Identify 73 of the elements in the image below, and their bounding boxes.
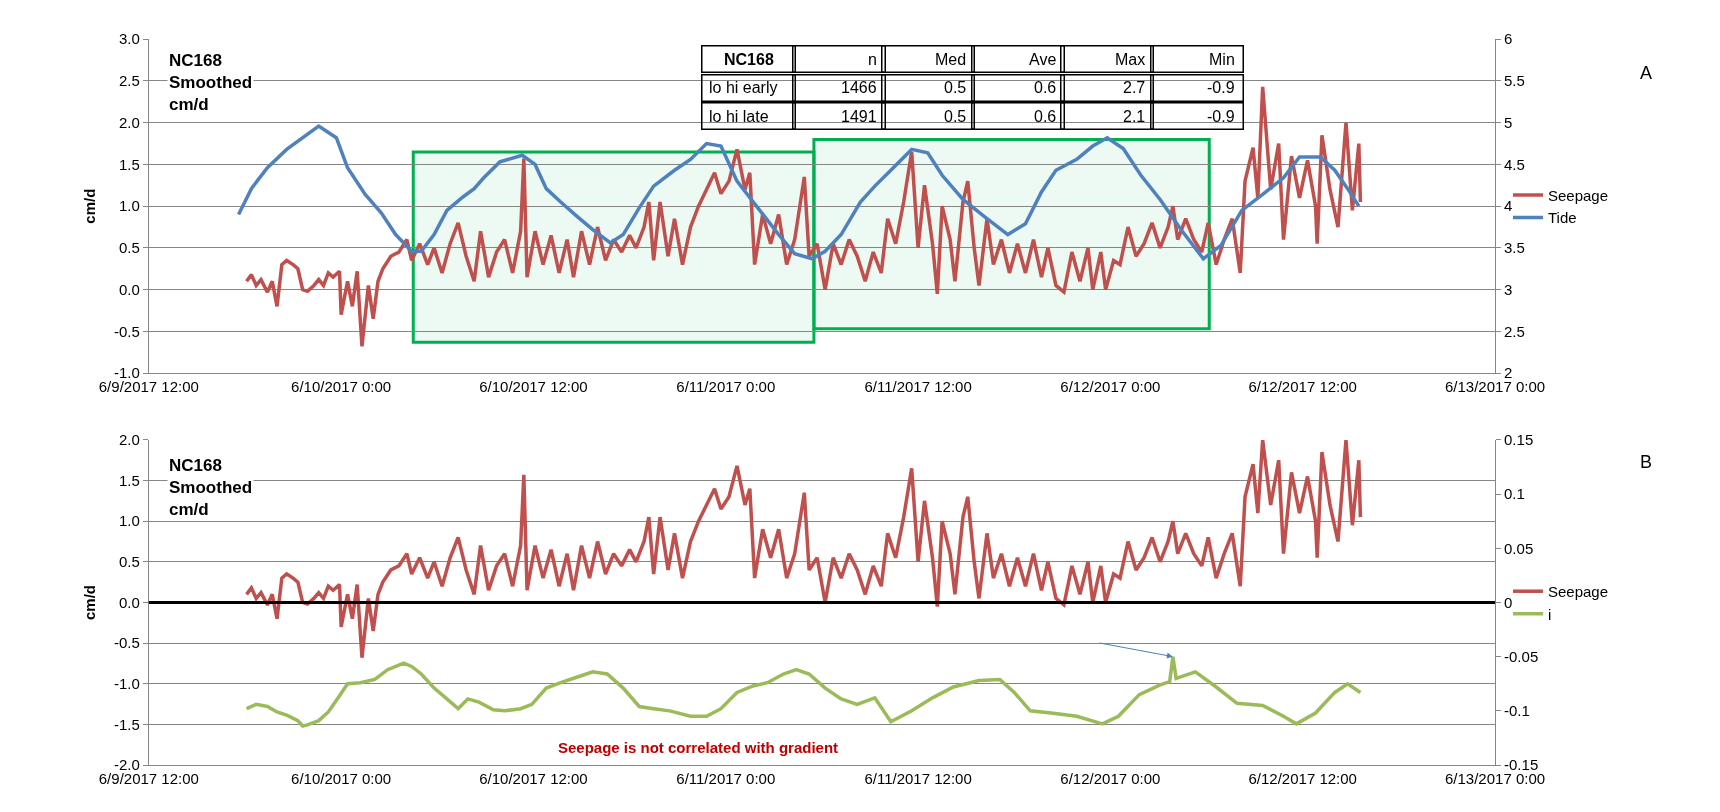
- annotation: 1491: [841, 108, 877, 125]
- text: A: [1640, 63, 1653, 83]
- y-tick-label: 3.0: [118, 30, 140, 48]
- y2-tick-label: 4.5: [1504, 155, 1525, 173]
- annotation: lo hi early: [709, 79, 778, 96]
- annotation: n: [868, 51, 877, 68]
- y2-tick-label: -0.05: [1504, 647, 1539, 665]
- annotation: 0.6: [1034, 79, 1057, 96]
- y-tick-label: 1.5: [118, 155, 140, 173]
- annotation: lo hi late: [709, 108, 769, 125]
- text: B: [1640, 452, 1653, 472]
- annotation: NC168: [724, 51, 774, 68]
- y2-tick-label: 5: [1504, 113, 1513, 131]
- y2-tick-label: 0.15: [1504, 431, 1534, 449]
- y-tick-label: 2.0: [118, 113, 140, 131]
- y-tick-label: 0.0: [118, 593, 140, 611]
- y-tick-label: 0.5: [118, 239, 140, 257]
- y2-tick-label: -0.1: [1504, 702, 1530, 720]
- y-tick-label: -0.5: [113, 322, 140, 340]
- legend-label: i: [1548, 605, 1552, 623]
- y2-tick-label: 0.1: [1504, 485, 1525, 503]
- annotation: NC168 Smoothed cm/d: [169, 456, 253, 520]
- legend-label: Seepage: [1548, 186, 1609, 204]
- y-axis-title: cm/d: [81, 188, 99, 224]
- x-tick-label: 6/12/2017 12:00: [1248, 770, 1357, 788]
- y-tick-label: 0.0: [118, 280, 140, 298]
- annotation: 0.5: [944, 79, 967, 96]
- annotation: 2.1: [1123, 108, 1146, 125]
- y-tick-label: -1.0: [113, 675, 140, 693]
- y-tick-label: 2.5: [118, 72, 140, 90]
- x-tick-label: 6/10/2017 0:00: [291, 378, 392, 396]
- y-tick-label: -0.5: [113, 634, 140, 652]
- legend-label: Tide: [1548, 209, 1577, 227]
- y2-tick-label: 0: [1504, 593, 1513, 611]
- line-series: [244, 654, 1363, 728]
- annotation: Seepage is not correlated with gradient: [558, 739, 839, 756]
- annotation: 1466: [841, 79, 877, 96]
- y2-tick-label: 3.5: [1504, 239, 1525, 257]
- x-tick-label: 6/12/2017 0:00: [1060, 770, 1161, 788]
- x-tick-label: 6/10/2017 0:00: [291, 770, 392, 788]
- y-axis-title: cm/d: [81, 584, 99, 620]
- y2-tick-label: 5.5: [1504, 72, 1525, 90]
- line-series: [236, 124, 1361, 261]
- annotation: Min: [1209, 51, 1235, 68]
- y-tick-label: -1.5: [113, 715, 140, 733]
- x-tick-label: 6/12/2017 0:00: [1060, 378, 1161, 396]
- x-tick-label: 6/11/2017 12:00: [864, 770, 972, 788]
- y2-tick-label: 2.5: [1504, 322, 1525, 340]
- legend-label: Seepage: [1548, 583, 1609, 601]
- annotation: Ave: [1029, 51, 1057, 68]
- x-tick-label: 6/10/2017 12:00: [479, 770, 588, 788]
- annotation: NC168 Smoothed cm/d: [169, 51, 253, 115]
- y-tick-label: 1.5: [118, 471, 140, 489]
- x-tick-label: 6/12/2017 12:00: [1248, 378, 1357, 396]
- x-tick-label: 6/11/2017 0:00: [676, 770, 776, 788]
- y2-tick-label: 6: [1504, 30, 1513, 48]
- annotation: 0.6: [1034, 108, 1057, 125]
- y2-tick-label: 0.05: [1504, 539, 1534, 557]
- y-tick-label: 2.0: [118, 431, 140, 449]
- annotation: 0.5: [944, 108, 967, 125]
- y-tick-label: 0.5: [118, 553, 140, 571]
- y2-tick-label: 3: [1504, 280, 1513, 298]
- y-tick-label: 1.0: [118, 197, 140, 215]
- y-tick-label: 1.0: [118, 512, 140, 530]
- annotation: Med: [935, 51, 967, 68]
- annotation: Max: [1115, 51, 1146, 68]
- x-tick-label: 6/11/2017 0:00: [676, 378, 776, 396]
- x-tick-label: 6/10/2017 12:00: [479, 378, 588, 396]
- annotation: 2.7: [1123, 79, 1146, 96]
- y2-tick-label: 4: [1504, 197, 1513, 215]
- annotation: -0.9: [1207, 108, 1235, 125]
- x-tick-label: 6/11/2017 12:00: [864, 378, 972, 396]
- annotation: -0.9: [1207, 79, 1235, 96]
